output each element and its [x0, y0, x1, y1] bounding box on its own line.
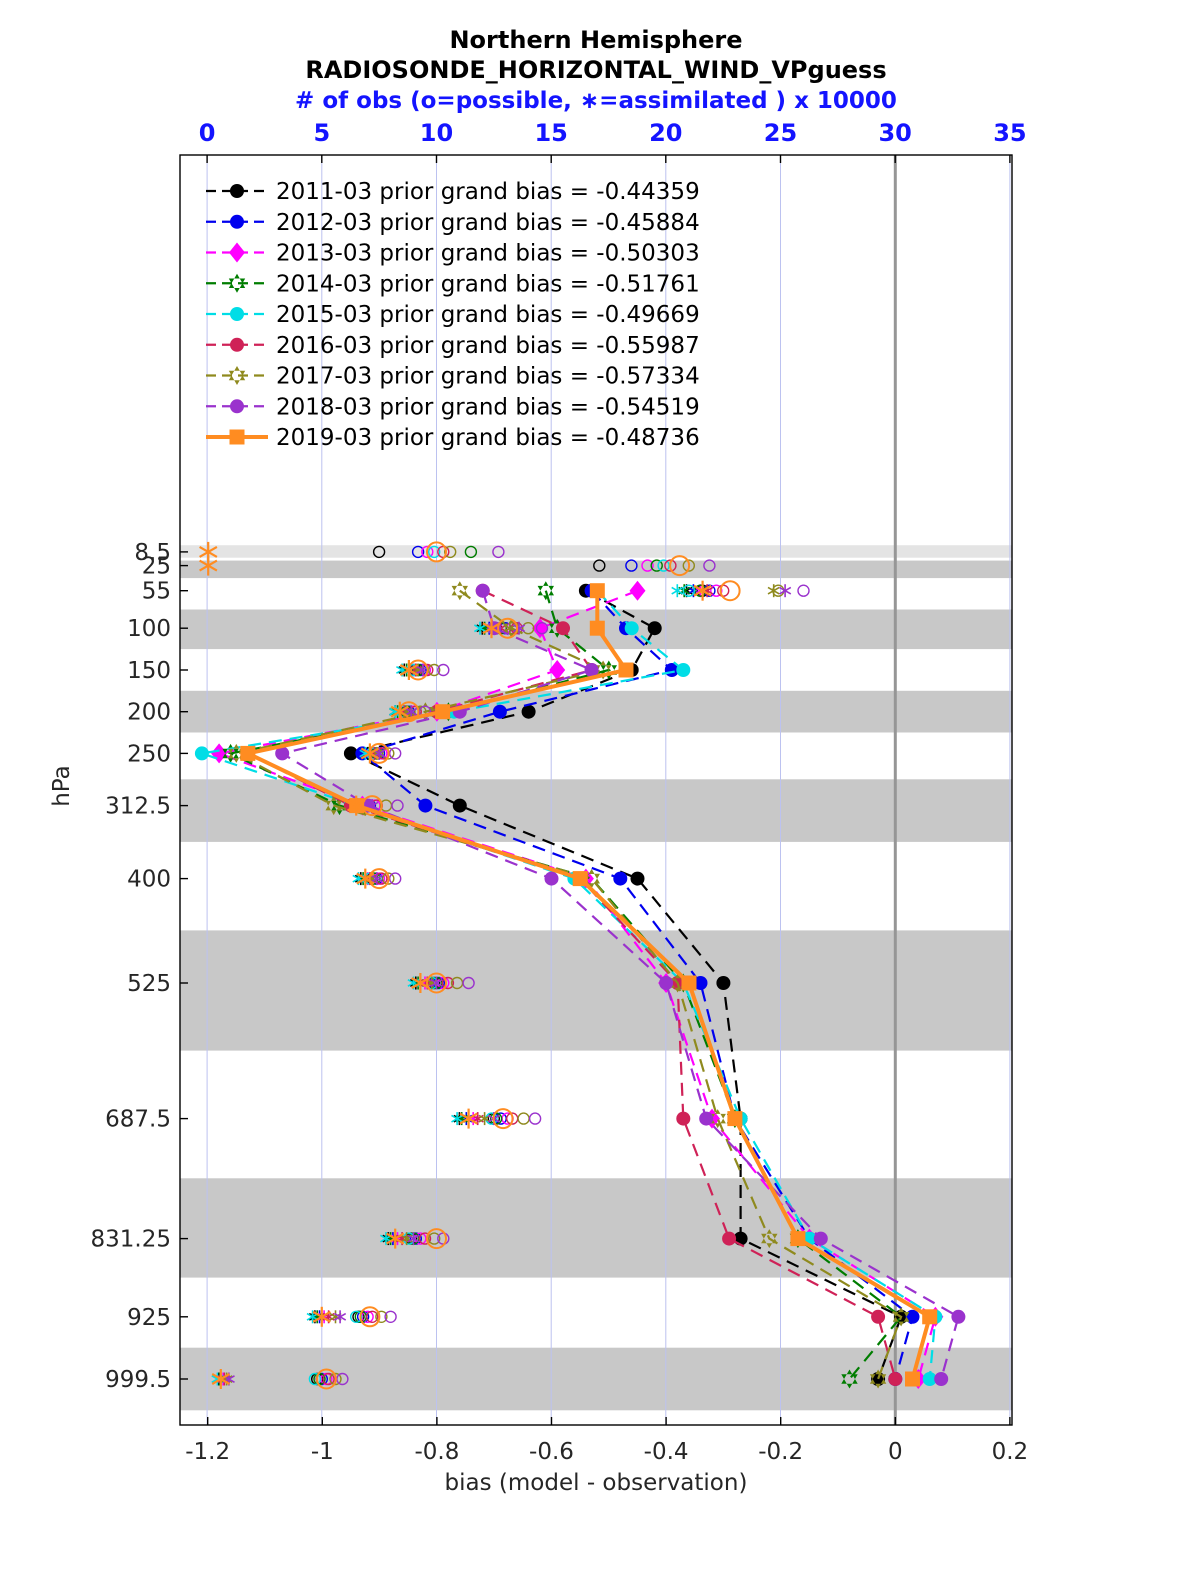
bottom-tick-label: 0	[888, 1439, 903, 1465]
bottom-tick-label: -1	[311, 1439, 334, 1465]
left-tick-label: 150	[127, 658, 171, 684]
legend-label: 2016-03 prior grand bias = -0.55987	[276, 333, 700, 359]
top-tick-label: 0	[199, 119, 216, 147]
bottom-tick-label: -1.2	[185, 1439, 230, 1465]
legend-label: 2014-03 prior grand bias = -0.51761	[276, 271, 700, 297]
legend-item: 2012-03 prior grand bias = -0.45884	[206, 210, 700, 236]
pressure-band	[180, 690, 1012, 733]
legend-label: 2011-03 prior grand bias = -0.44359	[276, 179, 700, 205]
legend-label: 2017-03 prior grand bias = -0.57334	[276, 364, 700, 390]
top-tick-label: 10	[420, 119, 453, 147]
left-tick-label: 400	[127, 867, 171, 893]
left-tick-label: 831.25	[91, 1227, 171, 1253]
legend-item: 2018-03 prior grand bias = -0.54519	[206, 394, 700, 420]
left-tick-label: 312.5	[105, 794, 171, 820]
legend-item: 2015-03 prior grand bias = -0.49669	[206, 302, 700, 328]
bottom-tick-label: -0.4	[644, 1439, 689, 1465]
pressure-band	[180, 1178, 1012, 1278]
left-tick-label: 250	[127, 741, 171, 767]
plot-border	[179, 154, 1013, 1426]
bias-axis-title: bias (model - observation)	[444, 1470, 748, 1496]
series-2019-03	[199, 541, 938, 1390]
legend-item: 2014-03 prior grand bias = -0.51761	[206, 271, 700, 297]
legend-item: 2017-03 prior grand bias = -0.57334	[206, 364, 700, 390]
legend-label: 2018-03 prior grand bias = -0.54519	[276, 394, 700, 420]
left-tick-label: 25	[142, 554, 171, 580]
top-tick-label: 25	[764, 119, 797, 147]
left-tick-label: 925	[127, 1305, 171, 1331]
bottom-tick-label: 0.2	[992, 1439, 1029, 1465]
pressure-band	[180, 930, 1012, 1051]
left-tick-label: 8.5	[134, 540, 171, 566]
top-tick-label: 20	[649, 119, 682, 147]
legend-label: 2019-03 prior grand bias = -0.48736	[276, 425, 700, 451]
legend-item: 2019-03 prior grand bias = -0.48736	[206, 425, 700, 451]
obs-axis-title: # of obs (o=possible, ∗=assimilated ) x …	[295, 88, 897, 114]
bottom-tick-label: -0.8	[414, 1439, 459, 1465]
pressure-band	[180, 545, 1012, 558]
legend-item: 2016-03 prior grand bias = -0.55987	[206, 333, 700, 359]
left-tick-label: 687.5	[105, 1107, 171, 1133]
left-tick-label: 525	[127, 971, 171, 997]
legend-label: 2015-03 prior grand bias = -0.49669	[276, 302, 700, 328]
top-tick-label: 35	[993, 119, 1026, 147]
pressure-axis-title: hPa	[49, 765, 75, 807]
top-tick-label: 30	[878, 119, 911, 147]
bottom-tick-label: -0.6	[529, 1439, 574, 1465]
chart-title: Northern Hemisphere	[449, 26, 743, 54]
top-tick-label: 15	[534, 119, 567, 147]
top-tick-label: 5	[313, 119, 330, 147]
legend-label: 2012-03 prior grand bias = -0.45884	[276, 210, 700, 236]
legend-label: 2013-03 prior grand bias = -0.50303	[276, 241, 700, 267]
bottom-tick-label: -0.2	[758, 1439, 803, 1465]
left-tick-label: 100	[127, 616, 171, 642]
legend-item: 2013-03 prior grand bias = -0.50303	[206, 241, 700, 267]
left-tick-label: 200	[127, 700, 171, 726]
left-tick-label: 999.5	[105, 1367, 171, 1393]
left-tick-label: 55	[142, 579, 171, 605]
chart-subtitle: RADIOSONDE_HORIZONTAL_WIND_VPguess	[305, 56, 887, 84]
legend-item: 2011-03 prior grand bias = -0.44359	[206, 179, 700, 205]
